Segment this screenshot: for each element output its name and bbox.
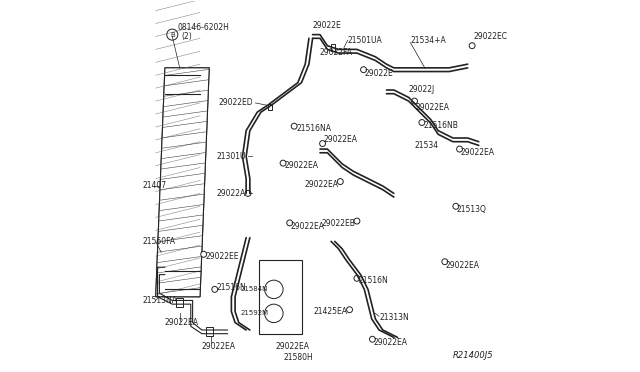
Text: 29022EA: 29022EA [285, 161, 319, 170]
Text: 29022EA: 29022EA [324, 135, 358, 144]
Circle shape [201, 251, 207, 257]
Text: 29022A: 29022A [217, 189, 246, 198]
Bar [206, 327, 212, 337]
Circle shape [453, 203, 459, 209]
Circle shape [412, 98, 417, 104]
Text: 21501UA: 21501UA [348, 36, 383, 45]
Circle shape [442, 259, 448, 264]
Circle shape [337, 179, 343, 185]
Circle shape [287, 220, 292, 226]
Text: 21513NA: 21513NA [143, 296, 178, 305]
Circle shape [369, 336, 376, 342]
Text: 29022EE: 29022EE [205, 251, 239, 261]
Text: 29022EA: 29022EA [445, 261, 479, 270]
Text: 29022EA: 29022EA [165, 318, 199, 327]
Text: 29022EA: 29022EA [202, 342, 236, 351]
Text: 08146-6202H: 08146-6202H [178, 23, 230, 32]
Text: 29022EA: 29022EA [416, 103, 450, 112]
Text: 21580H: 21580H [283, 353, 313, 362]
Text: 21516N: 21516N [216, 283, 246, 292]
Bar [268, 103, 273, 110]
Text: 21301U: 21301U [217, 152, 246, 161]
Text: 21425EA: 21425EA [314, 307, 348, 316]
Circle shape [360, 67, 367, 73]
Circle shape [354, 275, 360, 281]
Text: 29022EC: 29022EC [473, 32, 508, 41]
Circle shape [347, 307, 353, 312]
Circle shape [354, 218, 360, 224]
Text: 21513Q: 21513Q [456, 205, 486, 215]
Text: 21534: 21534 [415, 141, 438, 150]
Text: 21534+A: 21534+A [410, 36, 446, 45]
Text: 29022FA: 29022FA [320, 48, 353, 57]
Text: 21592M: 21592M [240, 310, 268, 316]
Circle shape [212, 286, 218, 292]
Circle shape [419, 119, 425, 125]
Circle shape [264, 304, 283, 323]
Text: R21400J5: R21400J5 [453, 351, 493, 360]
Text: 29022EB: 29022EB [321, 219, 355, 228]
Text: 21516NB: 21516NB [424, 121, 458, 129]
Text: 29022EA: 29022EA [305, 180, 339, 189]
Text: 29022EA: 29022EA [276, 342, 310, 351]
Bar [331, 44, 335, 51]
Text: (2): (2) [182, 32, 192, 41]
Text: 21584N: 21584N [241, 286, 268, 292]
Polygon shape [156, 68, 209, 297]
Text: 29022ED: 29022ED [219, 99, 253, 108]
Text: 29022EA: 29022EA [460, 148, 494, 157]
FancyBboxPatch shape [259, 260, 301, 334]
Circle shape [264, 280, 283, 299]
Polygon shape [156, 68, 209, 297]
Circle shape [245, 190, 251, 196]
Text: 21313N: 21313N [379, 312, 409, 321]
Circle shape [319, 141, 326, 147]
Text: 29022J: 29022J [408, 85, 435, 94]
Text: 29022E: 29022E [364, 69, 393, 78]
Circle shape [456, 146, 463, 152]
Text: B: B [170, 32, 175, 38]
Text: 29022EA: 29022EA [374, 339, 408, 347]
Text: 21516N: 21516N [359, 276, 388, 285]
Circle shape [167, 29, 178, 40]
Text: 29022E: 29022E [312, 21, 341, 30]
Text: 21407: 21407 [143, 182, 167, 190]
Text: 21560FA: 21560FA [143, 237, 176, 246]
Text: 21516NA: 21516NA [296, 124, 331, 133]
Circle shape [280, 160, 286, 166]
Circle shape [469, 43, 475, 49]
Circle shape [291, 123, 297, 129]
Text: 29022EA: 29022EA [291, 222, 324, 231]
Bar [177, 298, 183, 307]
